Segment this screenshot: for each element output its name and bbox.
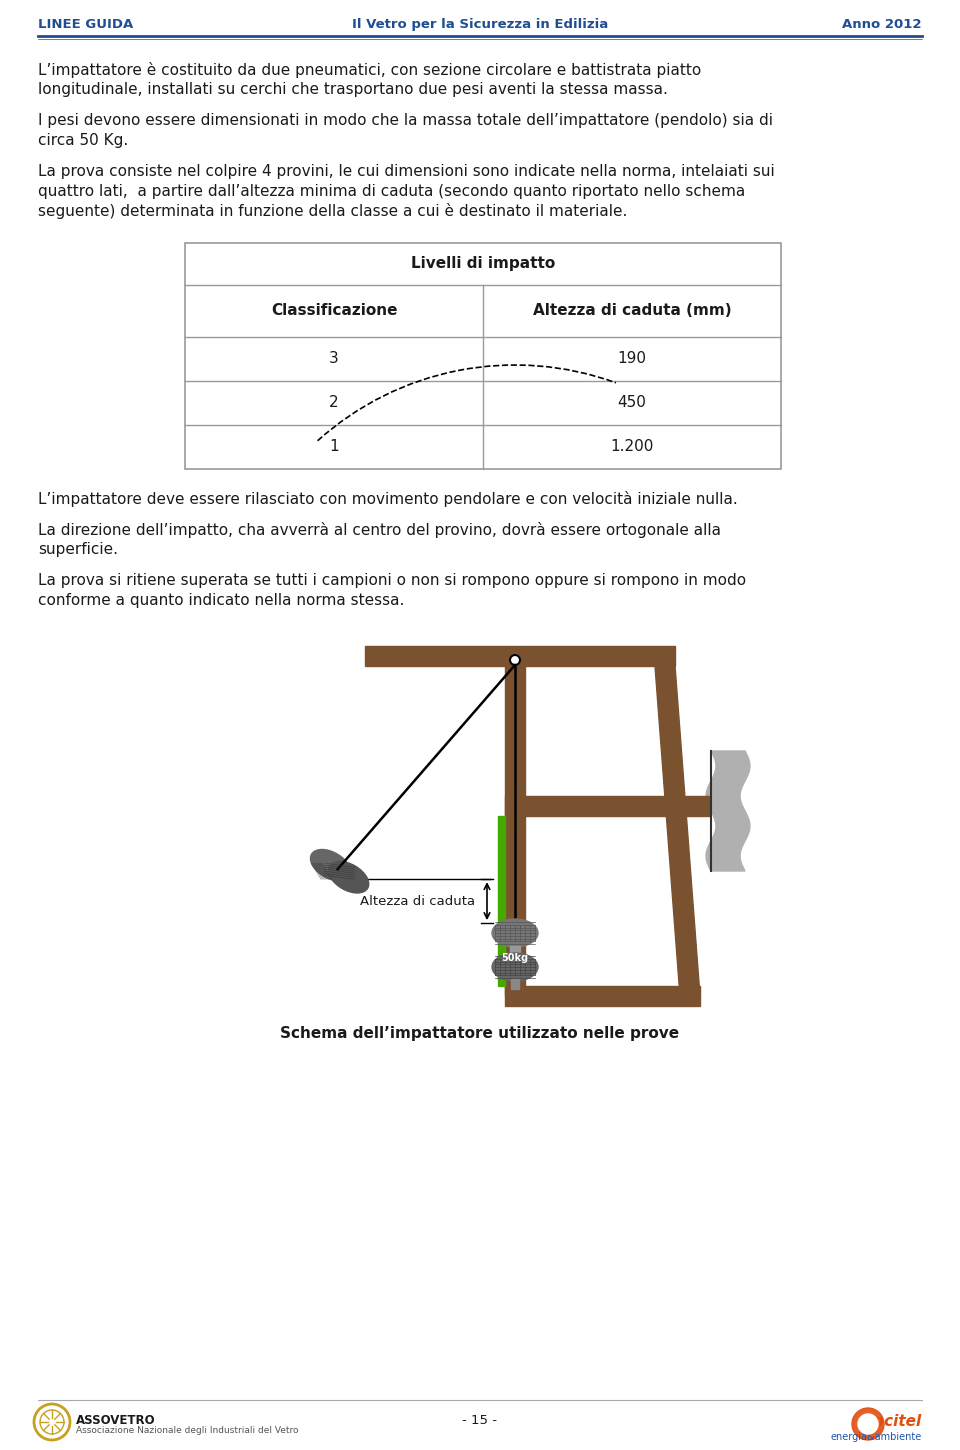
Ellipse shape	[492, 953, 538, 982]
Text: Livelli di impatto: Livelli di impatto	[411, 257, 555, 271]
Text: Schema dell’impattatore utilizzato nelle prove: Schema dell’impattatore utilizzato nelle…	[280, 1027, 680, 1041]
Text: L’impattatore è costituito da due pneumatici, con sezione circolare e battistrat: L’impattatore è costituito da due pneuma…	[38, 62, 701, 78]
Text: ancitel: ancitel	[864, 1414, 922, 1430]
Ellipse shape	[310, 850, 350, 882]
Ellipse shape	[328, 861, 369, 893]
Text: Classificazione: Classificazione	[271, 303, 397, 318]
Bar	[510, 945, 520, 961]
Text: conforme a quanto indicato nella norma stessa.: conforme a quanto indicato nella norma s…	[38, 593, 404, 608]
Circle shape	[510, 655, 520, 666]
Text: 1: 1	[329, 439, 339, 454]
Text: 450: 450	[617, 394, 646, 410]
Polygon shape	[706, 751, 750, 871]
Text: L’impattatore deve essere rilasciato con movimento pendolare e con velocità iniz: L’impattatore deve essere rilasciato con…	[38, 490, 737, 506]
Text: La prova consiste nel colpire 4 provini, le cui dimensioni sono indicate nella n: La prova consiste nel colpire 4 provini,…	[38, 164, 775, 178]
Bar	[505, 655, 525, 996]
Bar	[185, 242, 781, 468]
Bar	[511, 979, 519, 989]
Text: I pesi devono essere dimensionati in modo che la massa totale dell’impattatore (: I pesi devono essere dimensionati in mod…	[38, 113, 773, 128]
Text: Altezza di caduta: Altezza di caduta	[360, 895, 475, 908]
Text: quattro lati,  a partire dall’altezza minima di caduta (secondo quanto riportato: quattro lati, a partire dall’altezza min…	[38, 184, 745, 199]
Text: LINEE GUIDA: LINEE GUIDA	[38, 17, 133, 30]
Text: energia&ambiente: energia&ambiente	[830, 1433, 922, 1441]
Bar	[365, 647, 675, 666]
Text: - 15 -: - 15 -	[463, 1414, 497, 1427]
Text: La direzione dell’impatto, cha avverrà al centro del provino, dovrà essere ortog: La direzione dell’impatto, cha avverrà a…	[38, 522, 721, 538]
Circle shape	[858, 1414, 878, 1434]
Text: Associazione Nazionale degli Industriali del Vetro: Associazione Nazionale degli Industriali…	[76, 1425, 299, 1436]
Text: La prova si ritiene superata se tutti i campioni o non si rompono oppure si romp: La prova si ritiene superata se tutti i …	[38, 573, 746, 589]
Bar	[505, 796, 710, 816]
Bar	[505, 986, 700, 1006]
Text: ASSOVETRO: ASSOVETRO	[76, 1414, 156, 1427]
Text: 1.200: 1.200	[611, 439, 654, 454]
Text: circa 50 Kg.: circa 50 Kg.	[38, 132, 129, 148]
Ellipse shape	[492, 919, 538, 947]
Text: 190: 190	[617, 351, 646, 365]
Text: seguente) determinata in funzione della classe a cui è destinato il materiale.: seguente) determinata in funzione della …	[38, 203, 628, 219]
Text: 2: 2	[329, 394, 339, 410]
Circle shape	[852, 1408, 884, 1440]
Text: Altezza di caduta (mm): Altezza di caduta (mm)	[533, 303, 732, 318]
Text: 3: 3	[329, 351, 339, 365]
Text: Il Vetro per la Sicurezza in Edilizia: Il Vetro per la Sicurezza in Edilizia	[352, 17, 608, 30]
Polygon shape	[655, 666, 700, 996]
Bar	[498, 816, 505, 986]
Text: longitudinale, installati su cerchi che trasportano due pesi aventi la stessa ma: longitudinale, installati su cerchi che …	[38, 81, 668, 97]
Text: superficie.: superficie.	[38, 541, 118, 557]
Text: Anno 2012: Anno 2012	[843, 17, 922, 30]
Text: 50kg: 50kg	[501, 953, 529, 963]
